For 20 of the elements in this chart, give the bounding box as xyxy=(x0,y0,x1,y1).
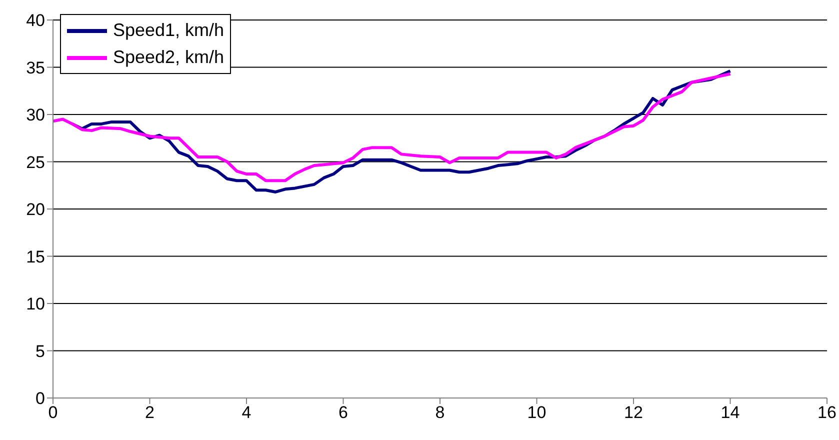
y-tick-label: 35 xyxy=(26,58,45,78)
y-tick-label: 0 xyxy=(36,389,45,408)
x-tick-label: 16 xyxy=(818,403,836,422)
y-tick-label: 40 xyxy=(26,11,45,30)
x-tick-label: 10 xyxy=(527,403,546,422)
x-tick-label: 14 xyxy=(720,403,740,422)
x-tick-label: 0 xyxy=(48,403,58,422)
x-tick-label: 4 xyxy=(242,403,252,422)
y-tick-label: 5 xyxy=(36,342,45,361)
y-tick-label: 10 xyxy=(26,294,45,314)
y-tick-label: 30 xyxy=(26,106,45,125)
x-tick-label: 12 xyxy=(624,403,643,422)
y-tick-label: 15 xyxy=(26,247,45,266)
x-tick-label: 8 xyxy=(435,403,445,422)
legend-label: Speed1, km/h xyxy=(113,20,224,41)
legend-label: Speed2, km/h xyxy=(113,47,224,68)
y-tick-label: 25 xyxy=(26,152,45,172)
x-tick-label: 6 xyxy=(338,403,348,422)
y-tick-label: 20 xyxy=(26,200,45,220)
x-tick-label: 2 xyxy=(145,403,154,422)
